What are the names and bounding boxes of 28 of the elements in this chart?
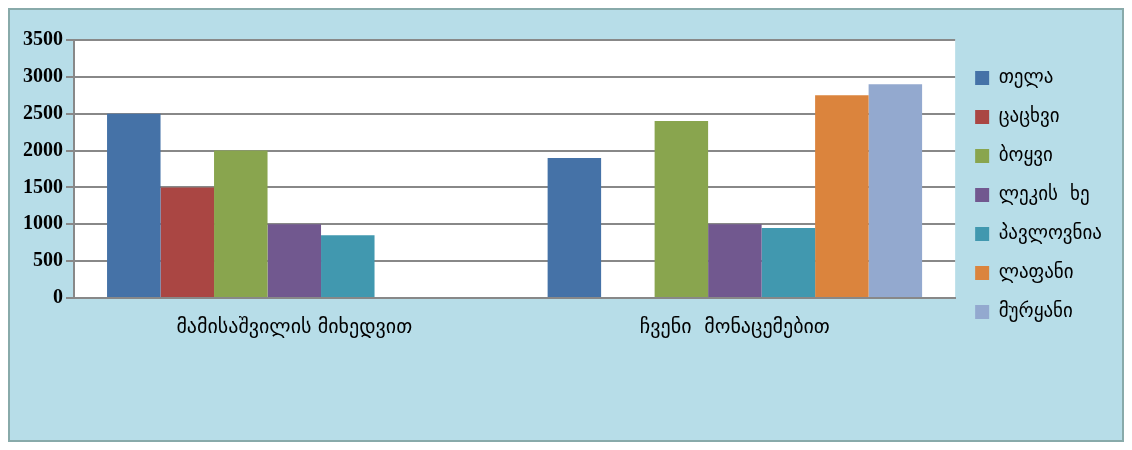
legend-label: პავლოვნია bbox=[998, 220, 1103, 244]
legend-label: ლაფანი bbox=[998, 259, 1074, 283]
y-tick-label: 3500 bbox=[23, 27, 63, 50]
legend-label: ლეკის ხე bbox=[998, 181, 1090, 205]
legend-label: თელა bbox=[998, 64, 1054, 88]
y-tick-label: 3000 bbox=[23, 64, 63, 87]
y-tick-label: 500 bbox=[33, 248, 63, 271]
y-tick-label: 1000 bbox=[23, 211, 63, 234]
bar bbox=[761, 227, 816, 297]
y-tick-label: 0 bbox=[53, 285, 63, 308]
y-tick-label: 2500 bbox=[23, 100, 63, 123]
bar bbox=[708, 224, 762, 297]
bar bbox=[868, 84, 923, 297]
bar bbox=[547, 157, 602, 297]
y-tick-label: 1500 bbox=[23, 174, 63, 197]
legend-label: ბოყვი bbox=[998, 142, 1053, 166]
y-tick-label: 2000 bbox=[23, 137, 63, 160]
bar bbox=[214, 150, 268, 297]
bar bbox=[321, 235, 375, 297]
bar bbox=[107, 113, 161, 297]
x-tick-label: მამისაშვილის მიხედვით bbox=[176, 314, 413, 339]
bar bbox=[815, 95, 869, 297]
bar bbox=[267, 224, 322, 297]
legend-label: მურყანი bbox=[998, 298, 1073, 322]
legend-label: ცაცხვი bbox=[998, 103, 1060, 127]
bar bbox=[160, 187, 215, 297]
x-tick-label: ჩვენი მონაცემებით bbox=[639, 314, 830, 339]
bar bbox=[654, 121, 709, 297]
